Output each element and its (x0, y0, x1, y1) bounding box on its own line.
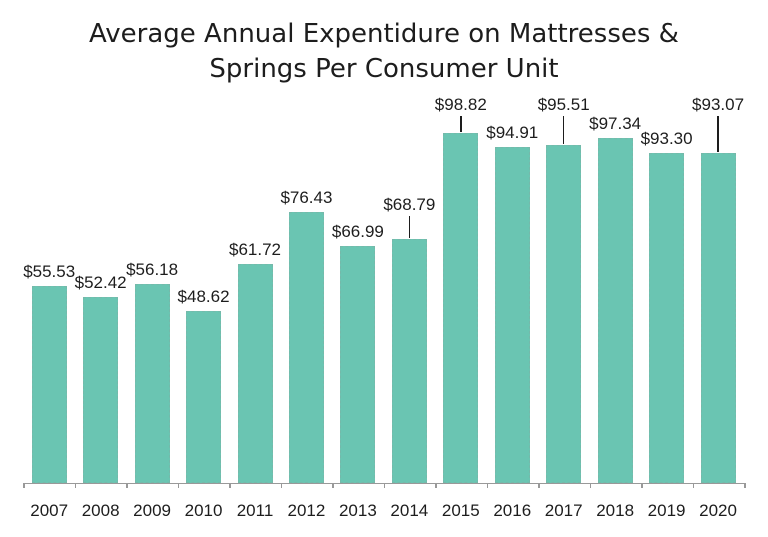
bar-2017 (546, 144, 582, 483)
x-tick-label-2014: 2014 (390, 501, 429, 520)
x-axis-tick (383, 483, 385, 488)
leader-line-2014 (408, 216, 411, 239)
x-tick-label-2017: 2017 (544, 501, 583, 520)
bar-2016 (494, 146, 530, 483)
value-label-2009: $56.18 (126, 260, 179, 280)
bar-2013 (340, 245, 376, 483)
value-label-2007: $55.53 (23, 262, 76, 282)
value-label-2016: $94.91 (486, 122, 539, 142)
x-axis-tick (744, 483, 746, 488)
bar-2018 (597, 138, 633, 483)
bar-2010 (186, 310, 222, 483)
x-axis-tick (23, 483, 25, 488)
bar-2015 (443, 133, 479, 483)
x-axis-tick (332, 483, 334, 488)
value-label-2019: $93.30 (640, 128, 693, 148)
value-label-2011: $61.72 (229, 240, 281, 260)
x-tick-label-2020: 2020 (699, 501, 737, 520)
value-label-2013: $66.99 (331, 221, 384, 241)
leader-line-2020 (717, 116, 719, 153)
value-label-2008: $52.42 (74, 273, 127, 293)
value-label-2020: $93.07 (692, 95, 745, 114)
bar-2009 (134, 284, 170, 483)
x-tick-label-2013: 2013 (338, 501, 377, 520)
bar-2019 (649, 152, 685, 483)
chart-title-line-1: Average Annual Expentidure on Mattresses… (89, 19, 679, 49)
x-axis-tick (641, 483, 643, 488)
x-tick-label-2009: 2009 (133, 501, 171, 520)
x-axis-tick (538, 483, 540, 488)
bar-2011 (237, 264, 273, 483)
x-tick-label-2011: 2011 (236, 501, 274, 520)
bar-2007 (31, 286, 67, 483)
x-tick-label-2018: 2018 (596, 501, 635, 520)
x-tick-label-2015: 2015 (441, 501, 480, 520)
x-tick-label-2016: 2016 (493, 501, 532, 520)
x-axis-tick (280, 483, 282, 488)
x-tick-label-2010: 2010 (184, 501, 223, 520)
bar-2020 (700, 153, 736, 483)
x-axis-tick (126, 483, 128, 488)
x-axis-tick (589, 483, 591, 488)
bar-2012 (288, 212, 324, 483)
x-tick-label-2008: 2008 (81, 501, 120, 520)
bar-2008 (83, 297, 119, 483)
x-tick-label-2012: 2012 (287, 501, 326, 520)
value-label-2012: $76.43 (280, 188, 333, 208)
x-axis-tick (486, 483, 488, 488)
x-axis-tick (74, 483, 76, 488)
x-axis-tick (229, 483, 231, 488)
x-axis-tick (177, 483, 179, 488)
value-label-2010: $48.62 (177, 286, 230, 306)
leader-line-2017 (562, 116, 565, 144)
chart-title: Average Annual Expentidure on Mattresses… (0, 17, 768, 87)
x-axis-tick (692, 483, 694, 488)
value-label-2017: $95.51 (537, 95, 590, 114)
value-label-2014: $68.79 (383, 195, 436, 214)
x-axis-tick (435, 483, 437, 488)
x-tick-label-2007: 2007 (30, 501, 69, 520)
leader-line-2015 (460, 116, 462, 132)
x-tick-label-2019: 2019 (647, 501, 686, 520)
bar-2014 (391, 239, 427, 483)
value-label-2015: $98.82 (434, 95, 487, 114)
chart-title-line-2: Springs Per Consumer Unit (209, 54, 559, 84)
value-label-2018: $97.34 (589, 114, 642, 134)
